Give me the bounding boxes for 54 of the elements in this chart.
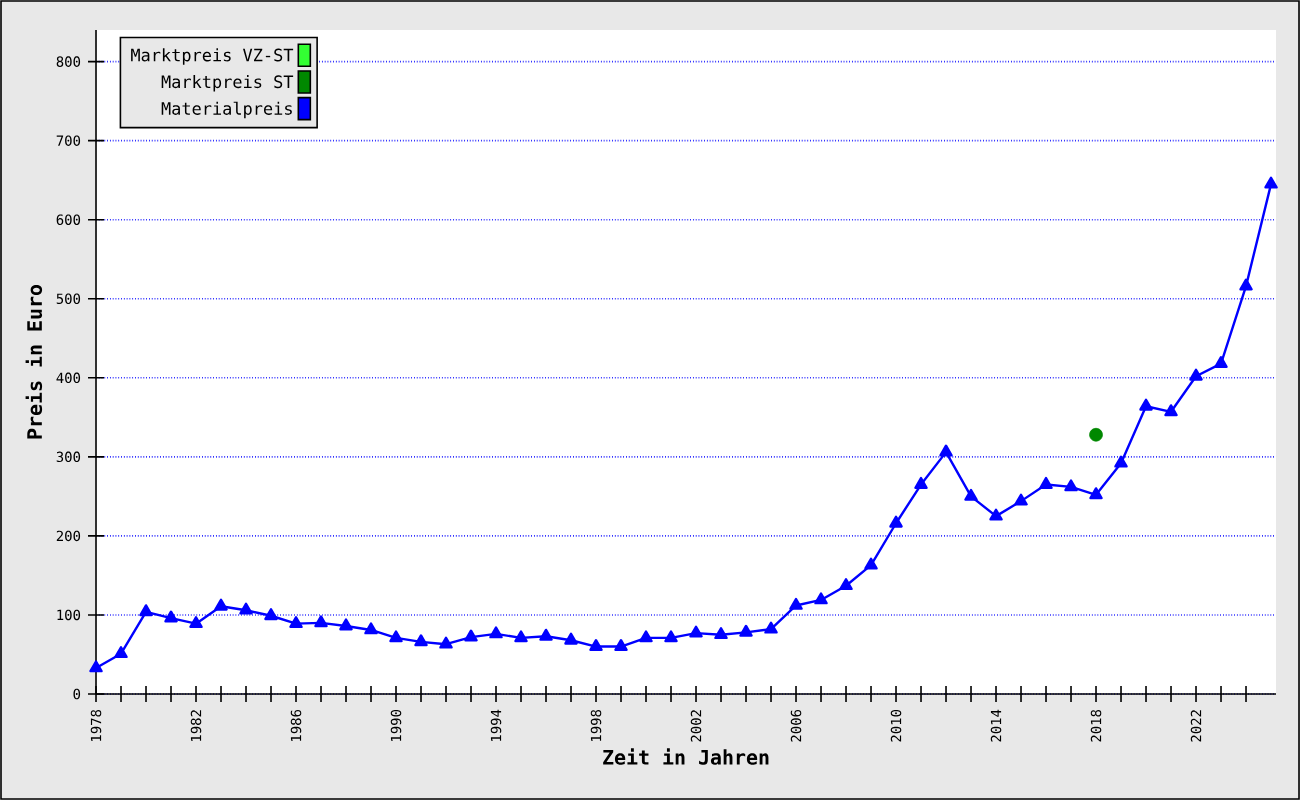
legend-label: Marktpreis ST bbox=[161, 75, 294, 92]
point bbox=[1064, 479, 1078, 492]
point bbox=[389, 630, 403, 643]
point bbox=[1139, 398, 1153, 411]
point bbox=[514, 630, 528, 643]
point bbox=[639, 630, 653, 643]
point bbox=[839, 578, 853, 591]
point bbox=[864, 557, 878, 570]
legend-label: Marktpreis VZ-ST bbox=[131, 48, 294, 65]
point bbox=[214, 598, 228, 611]
point bbox=[739, 624, 753, 637]
point bbox=[464, 629, 478, 642]
point bbox=[239, 602, 253, 615]
point bbox=[664, 630, 678, 643]
point bbox=[989, 508, 1003, 521]
point bbox=[1214, 355, 1228, 368]
point bbox=[564, 632, 578, 645]
point bbox=[289, 616, 303, 629]
point bbox=[764, 621, 778, 634]
point bbox=[614, 638, 628, 651]
point bbox=[439, 636, 453, 649]
point bbox=[1164, 404, 1178, 417]
point bbox=[364, 622, 378, 635]
x-axis-title: Zeit in Jahren bbox=[603, 748, 769, 765]
y-axis-title: Preis in Euro bbox=[25, 284, 43, 439]
point bbox=[339, 618, 353, 631]
legend-label: Materialpreis bbox=[161, 101, 292, 119]
point bbox=[789, 597, 803, 610]
point bbox=[1114, 455, 1128, 468]
point bbox=[414, 634, 428, 647]
point bbox=[139, 604, 153, 617]
point bbox=[1189, 368, 1203, 381]
point bbox=[914, 476, 928, 489]
point bbox=[1014, 493, 1028, 506]
point bbox=[964, 488, 978, 501]
point bbox=[489, 626, 503, 639]
point bbox=[264, 608, 278, 621]
point bbox=[1264, 176, 1278, 189]
point bbox=[589, 638, 603, 651]
point bbox=[1039, 476, 1053, 489]
point bbox=[1239, 278, 1253, 291]
point bbox=[1089, 487, 1103, 500]
point bbox=[939, 444, 953, 457]
point bbox=[539, 628, 553, 641]
point bbox=[114, 646, 128, 659]
point bbox=[189, 616, 203, 629]
point bbox=[1089, 427, 1103, 442]
point bbox=[689, 625, 703, 638]
point bbox=[814, 592, 828, 605]
point bbox=[164, 610, 178, 623]
point bbox=[714, 627, 728, 640]
point bbox=[314, 615, 328, 628]
point bbox=[89, 660, 103, 673]
point bbox=[889, 515, 903, 528]
